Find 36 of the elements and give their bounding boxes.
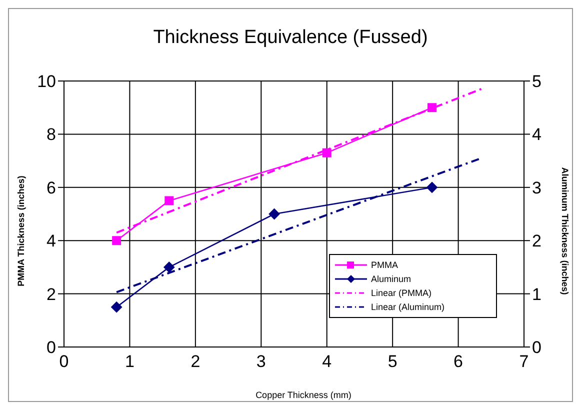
legend-label: Linear (PMMA): [371, 288, 432, 298]
x-tick-label: 3: [256, 352, 266, 372]
y2-tick-label: 5: [532, 72, 542, 92]
y-tick-label: 0: [46, 338, 56, 358]
x-tick-label: 4: [322, 352, 332, 372]
x-tick-label: 7: [519, 352, 529, 372]
y-tick-label: 4: [46, 232, 56, 251]
point: [111, 302, 122, 313]
x-axis-title: Copper Thickness (mm): [254, 390, 352, 400]
point: [164, 262, 175, 273]
x-tick-label: 0: [59, 352, 69, 372]
y-tick-label: 8: [46, 125, 56, 144]
y-tick-label: 6: [46, 178, 56, 198]
x-tick-label: 6: [454, 352, 464, 372]
point: [268, 208, 280, 220]
y2-tick-label: 4: [532, 125, 542, 144]
point: [112, 236, 122, 246]
x-tick-label: 2: [190, 352, 200, 372]
legend-label: PMMA: [371, 260, 398, 270]
chart-title: Thickness Equivalence (Fussed): [152, 27, 429, 49]
legend-label: Aluminum: [371, 274, 412, 284]
legend-label: Linear (Aluminum): [371, 302, 445, 312]
x-tick-label: 5: [388, 352, 398, 372]
point: [164, 196, 174, 206]
y-tick-label: 2: [46, 284, 56, 304]
y2-tick-label: 1: [532, 284, 542, 304]
point: [426, 182, 438, 193]
point: [322, 148, 332, 158]
y2-tick-label: 2: [532, 232, 542, 251]
y2-tick-label: 0: [532, 338, 542, 358]
y2-axis-title: Aluminum Thickness (inches): [560, 167, 570, 295]
y2-tick-label: 3: [532, 178, 542, 198]
x-tick-label: 1: [124, 352, 134, 372]
y-tick-label: 10: [37, 72, 56, 92]
point: [428, 103, 436, 112]
y-axis-title: PMMA Thickness (inches): [16, 176, 26, 286]
